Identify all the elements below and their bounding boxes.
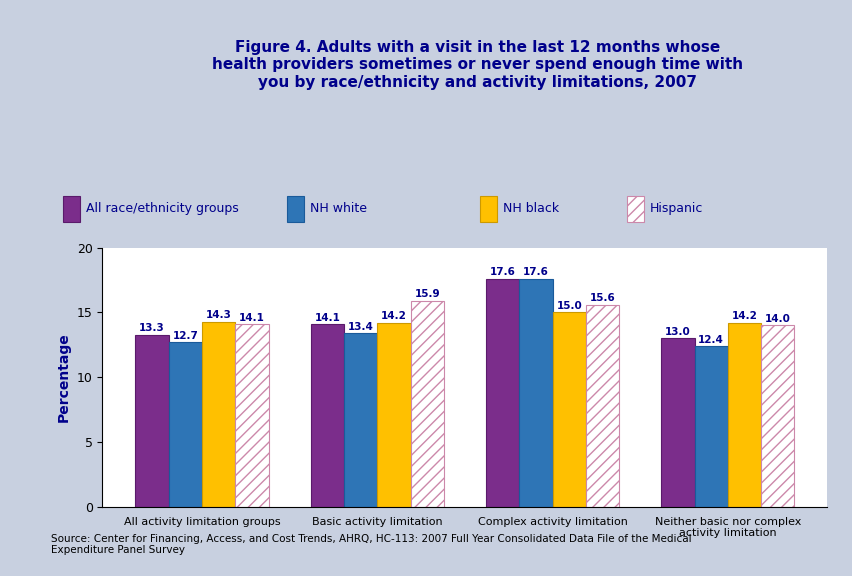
Text: 14.2: 14.2 xyxy=(381,311,406,321)
Text: Figure 4. Adults with a visit in the last 12 months whose
health providers somet: Figure 4. Adults with a visit in the las… xyxy=(212,40,742,90)
Text: 13.3: 13.3 xyxy=(139,323,164,333)
Bar xyxy=(727,323,760,507)
Bar xyxy=(169,342,202,507)
Text: 14.3: 14.3 xyxy=(205,310,231,320)
Text: 15.6: 15.6 xyxy=(589,293,614,303)
Text: NH black: NH black xyxy=(503,202,559,215)
Bar xyxy=(660,338,694,507)
FancyBboxPatch shape xyxy=(63,196,80,222)
Text: 12.4: 12.4 xyxy=(698,335,723,344)
Text: 13.0: 13.0 xyxy=(665,327,690,337)
Text: All race/ethnicity groups: All race/ethnicity groups xyxy=(86,202,239,215)
Bar xyxy=(585,305,619,507)
Text: 14.2: 14.2 xyxy=(731,311,757,321)
Text: 13.4: 13.4 xyxy=(348,321,373,332)
Bar xyxy=(310,324,343,507)
Text: 17.6: 17.6 xyxy=(489,267,515,277)
Text: Source: Center for Financing, Access, and Cost Trends, AHRQ, HC-113: 2007 Full Y: Source: Center for Financing, Access, an… xyxy=(51,533,691,555)
Text: 14.1: 14.1 xyxy=(239,313,264,323)
Text: 12.7: 12.7 xyxy=(172,331,198,341)
Bar xyxy=(552,312,585,507)
Bar xyxy=(202,321,235,507)
Text: 15.9: 15.9 xyxy=(414,289,440,300)
Text: NH white: NH white xyxy=(310,202,366,215)
FancyBboxPatch shape xyxy=(626,196,643,222)
Text: 17.6: 17.6 xyxy=(522,267,548,277)
Bar xyxy=(694,346,727,507)
FancyBboxPatch shape xyxy=(286,196,303,222)
Bar xyxy=(135,335,169,507)
Text: 15.0: 15.0 xyxy=(556,301,581,311)
Text: Hispanic: Hispanic xyxy=(649,202,702,215)
Text: 14.1: 14.1 xyxy=(314,313,340,323)
Bar xyxy=(486,279,519,507)
Bar xyxy=(410,301,443,507)
Bar xyxy=(519,279,552,507)
Bar xyxy=(760,325,793,507)
Y-axis label: Percentage: Percentage xyxy=(57,332,71,422)
Bar xyxy=(343,333,377,507)
FancyBboxPatch shape xyxy=(480,196,497,222)
Text: 14.0: 14.0 xyxy=(764,314,790,324)
Bar xyxy=(235,324,268,507)
Bar xyxy=(377,323,410,507)
